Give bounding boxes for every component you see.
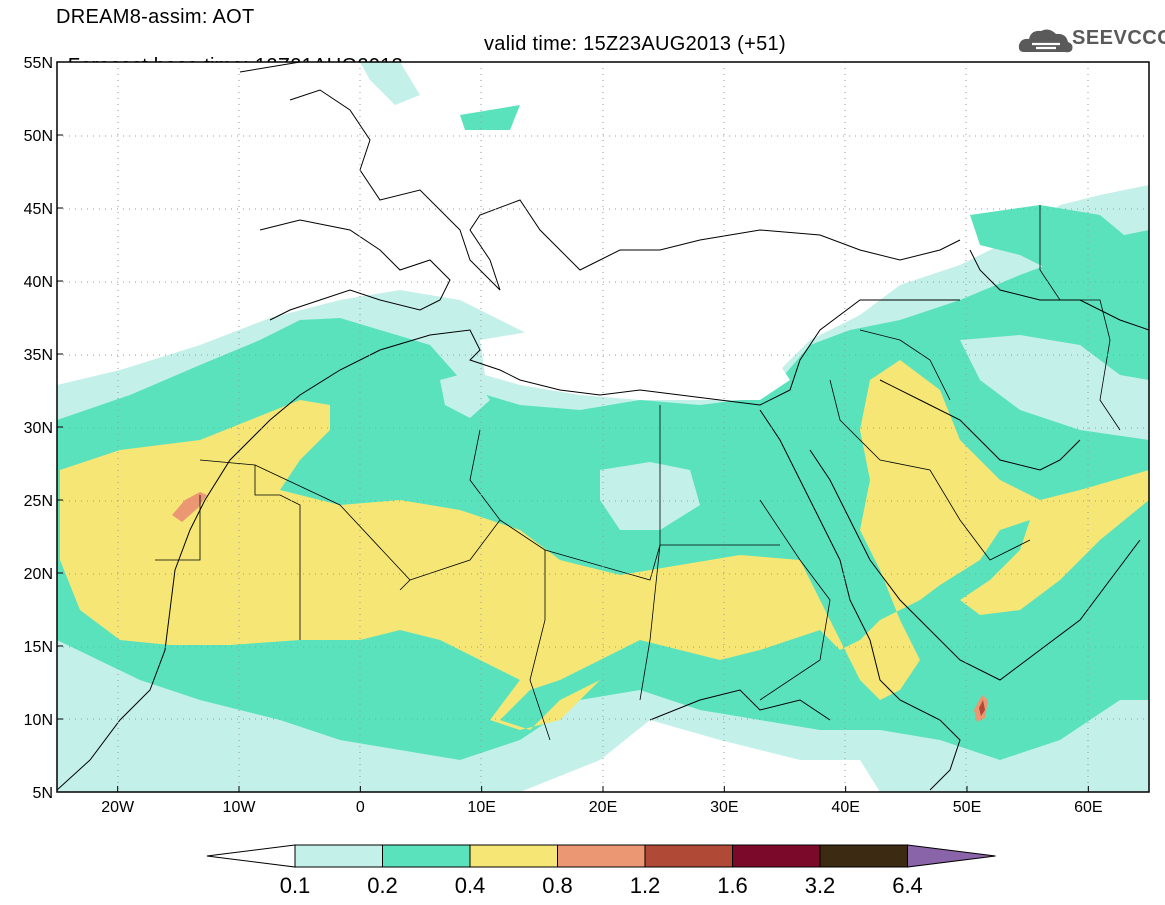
legend-label: 1.2	[630, 873, 661, 898]
map-title: DREAM8-assim: AOT	[56, 6, 255, 28]
lon-label: 30E	[710, 799, 738, 816]
lat-axis: 55N 50N 45N 40N 35N 30N 25N 20N 15N 10N 5N	[24, 55, 63, 802]
legend-label: 0.2	[367, 873, 398, 898]
legend-label: 6.4	[892, 873, 923, 898]
country-borders	[155, 205, 1121, 741]
lat-label: 55N	[24, 55, 53, 72]
lat-label: 20N	[24, 566, 53, 583]
aot-band-0-4	[60, 360, 1149, 730]
lon-label: 40E	[831, 799, 859, 816]
legend-swatch	[819, 844, 908, 868]
aot-band-0-1	[360, 62, 420, 105]
aot-band-1-2	[979, 700, 985, 716]
lat-label: 25N	[24, 493, 53, 510]
coastlines	[57, 62, 1149, 791]
aot-band-0-1	[960, 335, 1149, 440]
logo-text: SEEVCCC	[1072, 27, 1165, 49]
legend-swatch	[294, 844, 383, 868]
aot-band-0-2	[460, 105, 520, 130]
lat-label: 30N	[24, 420, 53, 437]
legend-swatch	[382, 844, 471, 868]
lat-label: 10N	[24, 712, 53, 729]
lon-label: 20E	[589, 799, 617, 816]
lon-label: 20W	[101, 799, 135, 816]
legend-swatch	[557, 844, 646, 868]
legend-arrow-high	[907, 844, 996, 868]
cloud-logo-icon	[1018, 29, 1073, 53]
legend-label: 1.6	[717, 873, 748, 898]
lon-label: 60E	[1074, 799, 1102, 816]
legend-swatch	[469, 844, 558, 868]
aot-band-0-8	[172, 492, 207, 522]
valid-time: valid time: 15Z23AUG2013 (+51)	[484, 33, 786, 55]
legend-label: 3.2	[805, 873, 836, 898]
legend-swatch	[732, 844, 821, 868]
aot-band-0-1	[600, 462, 700, 530]
lat-label: 35N	[24, 347, 53, 364]
lat-label: 50N	[24, 128, 53, 145]
aot-band-0-1	[440, 372, 490, 418]
lon-axis: 20W 10W 0 10E 20E 30E 40E 50E 60E	[101, 786, 1103, 816]
lon-label: 50E	[953, 799, 981, 816]
lat-label: 45N	[24, 201, 53, 218]
lat-label: 5N	[33, 785, 53, 802]
lon-label: 10W	[223, 799, 257, 816]
aot-band-0-2	[970, 205, 1130, 270]
legend-label: 0.1	[280, 873, 311, 898]
lat-lon-grid	[57, 62, 1149, 792]
legend-arrow-low	[206, 844, 296, 868]
legend-swatch	[644, 844, 733, 868]
legend-label: 0.8	[542, 873, 573, 898]
lat-label: 40N	[24, 274, 53, 291]
lon-label: 10E	[467, 799, 495, 816]
clear-region	[480, 330, 790, 400]
legend-label: 0.4	[455, 873, 486, 898]
lon-label: 0	[356, 799, 365, 816]
lat-label: 15N	[24, 639, 53, 656]
